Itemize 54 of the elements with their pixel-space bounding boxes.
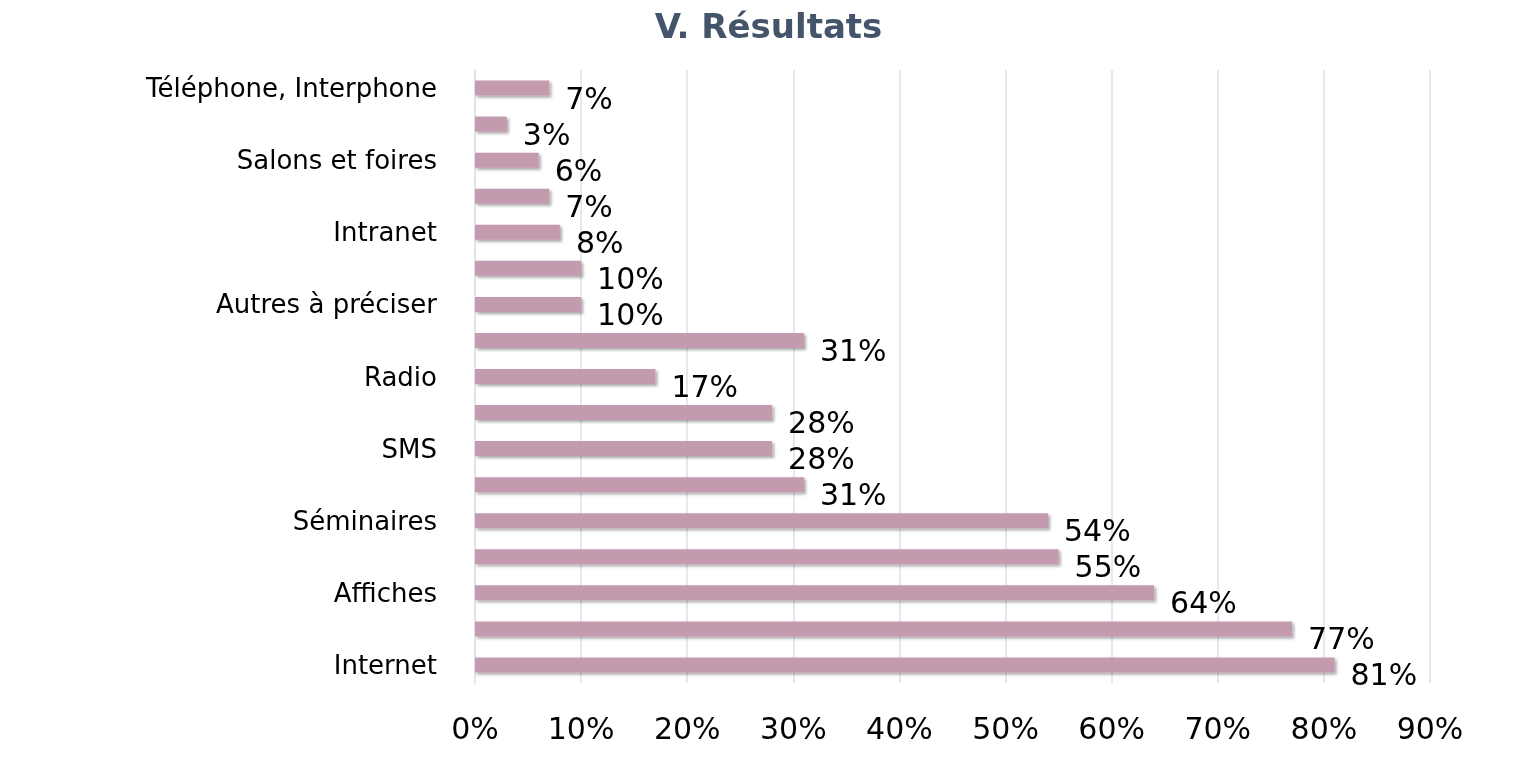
data-label: 7% <box>565 80 613 116</box>
x-tick-label: 20% <box>653 710 721 746</box>
bar <box>475 188 550 204</box>
chart-title: V. Résultats <box>654 6 883 46</box>
bar <box>475 332 804 348</box>
bar <box>475 441 773 457</box>
bar <box>475 513 1048 529</box>
data-label: 8% <box>575 224 624 260</box>
data-label: 28% <box>788 405 855 441</box>
x-tick-label: 40% <box>866 710 933 746</box>
data-label: 10% <box>597 260 664 296</box>
bar <box>475 549 1059 565</box>
x-tick-label: 80% <box>1290 710 1358 746</box>
data-label: 28% <box>788 441 855 477</box>
data-label: 54% <box>1064 513 1131 549</box>
bar <box>475 621 1293 637</box>
data-label: 55% <box>1074 549 1142 585</box>
bar <box>475 116 507 132</box>
data-label: 81% <box>1350 657 1418 693</box>
data-label: 31% <box>819 332 887 368</box>
data-label: 7% <box>565 188 613 224</box>
x-tick-label: 90% <box>1396 710 1464 746</box>
y-tick-label: SMS <box>381 433 437 464</box>
bar <box>475 80 550 96</box>
x-tick-label: 50% <box>972 710 1039 746</box>
y-tick-label: Intranet <box>333 217 437 248</box>
y-tick-label: Séminaires <box>292 505 437 536</box>
bar <box>475 260 582 276</box>
y-tick-label: Affiches <box>333 577 437 608</box>
y-tick-label: Téléphone, Interphone <box>145 73 437 104</box>
data-label: 10% <box>597 296 664 332</box>
bar <box>475 477 804 493</box>
y-tick-label: Salons et foires <box>236 145 437 176</box>
y-tick-label: Radio <box>363 361 437 392</box>
bar <box>475 405 773 421</box>
x-tick-label: 0% <box>451 710 499 746</box>
bar <box>475 224 560 240</box>
bar <box>475 657 1335 673</box>
data-label: 6% <box>554 152 603 188</box>
y-tick-label: Autres à préciser <box>216 289 438 320</box>
x-tick-label: 30% <box>759 710 827 746</box>
bar <box>475 296 582 312</box>
y-tick-label: Internet <box>333 649 437 680</box>
data-label: 17% <box>671 369 739 404</box>
bar <box>475 585 1155 601</box>
bar <box>475 369 656 384</box>
data-label: 77% <box>1308 621 1375 657</box>
data-label: 3% <box>522 116 571 152</box>
bar <box>475 152 539 168</box>
x-tick-label: 10% <box>547 710 615 746</box>
x-tick-label: 70% <box>1184 710 1252 746</box>
x-tick-label: 60% <box>1078 710 1146 746</box>
data-label: 64% <box>1170 585 1237 621</box>
data-label: 31% <box>819 477 887 513</box>
